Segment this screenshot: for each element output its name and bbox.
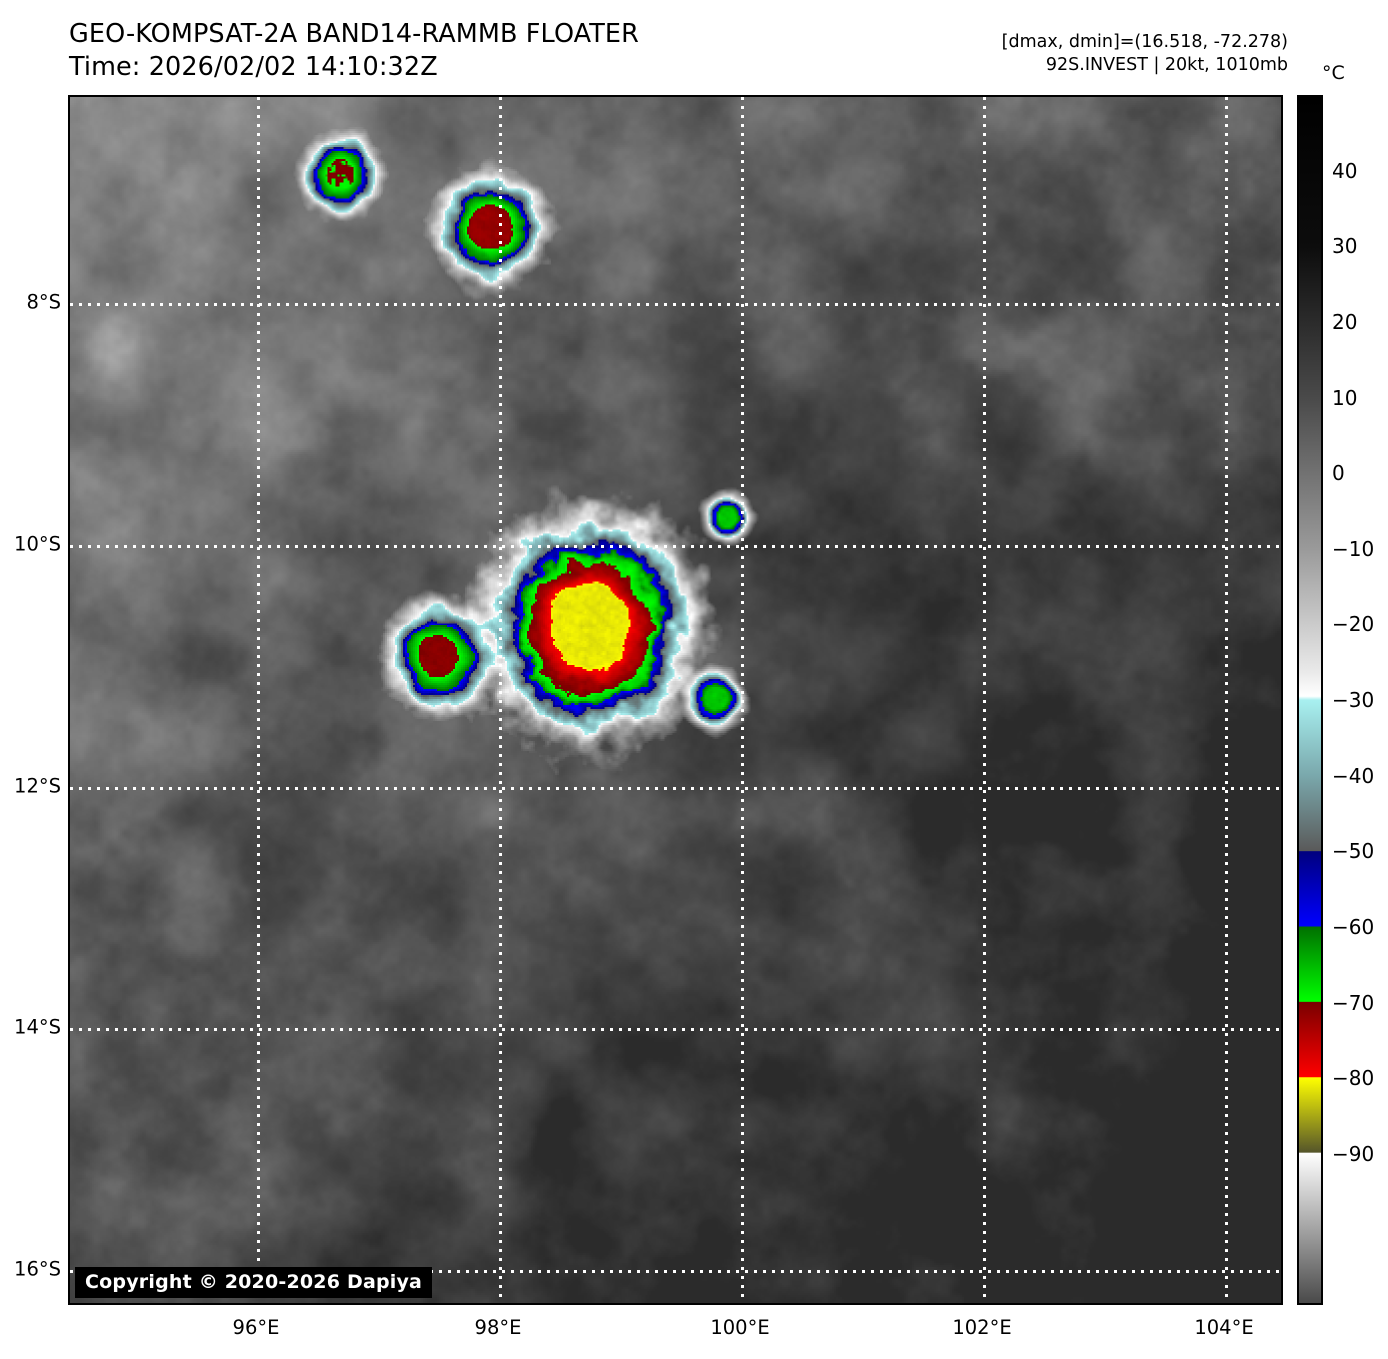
colorbar-tick-10: −60 bbox=[1332, 914, 1375, 939]
colorbar-tick-5: −10 bbox=[1332, 536, 1375, 561]
colorbar-tick-1: 30 bbox=[1332, 234, 1358, 259]
data-minmax-label: [dmax, dmin]=(16.518, -72.278) bbox=[1001, 32, 1288, 52]
copyright-banner: Copyright © 2020-2026 Dapiya bbox=[75, 1267, 433, 1298]
colorbar-unit-label: °C bbox=[1322, 62, 1345, 84]
lon-tick-1: 98°E bbox=[474, 1316, 522, 1339]
lon-tick-4: 104°E bbox=[1194, 1316, 1254, 1339]
colorbar-gradient bbox=[1299, 97, 1321, 1303]
colorbar-tick-8: −40 bbox=[1332, 763, 1375, 788]
lat-tick-0: 8°S bbox=[26, 290, 61, 314]
colorbar-tick-12: −80 bbox=[1332, 1066, 1375, 1091]
colorbar-tick-11: −70 bbox=[1332, 990, 1375, 1015]
colorbar-tick-7: −30 bbox=[1332, 688, 1375, 712]
colorbar-tick-13: −90 bbox=[1332, 1141, 1375, 1166]
metadata-block: [dmax, dmin]=(16.518, -72.278) 92S.INVES… bbox=[1002, 31, 1288, 77]
lat-tick-1: 10°S bbox=[14, 532, 61, 556]
lat-tick-4: 16°S bbox=[14, 1257, 61, 1281]
lat-tick-2: 12°S bbox=[14, 774, 61, 798]
page-title: GEO-KOMPSAT-2A BAND14-RAMMB FLOATER Time… bbox=[69, 18, 639, 84]
colorbar-tick-0: 40 bbox=[1332, 158, 1358, 183]
colorbar-tick-3: 10 bbox=[1332, 385, 1358, 410]
satellite-imagery bbox=[70, 97, 1281, 1303]
temperature-colorbar[interactable] bbox=[1297, 95, 1323, 1305]
storm-info-label: 92S.INVEST | 20kt, 1010mb bbox=[1045, 54, 1288, 75]
lat-tick-3: 14°S bbox=[14, 1015, 61, 1039]
timestamp: Time: 2026/02/02 14:10:32Z bbox=[69, 52, 438, 83]
lon-tick-0: 96°E bbox=[232, 1316, 280, 1339]
lon-tick-2: 100°E bbox=[710, 1316, 770, 1339]
satellite-image-plot[interactable]: Copyright © 2020-2026 Dapiya bbox=[68, 95, 1283, 1305]
colorbar-tick-2: 20 bbox=[1332, 309, 1358, 334]
colorbar-tick-4: 0 bbox=[1332, 461, 1345, 486]
colorbar-tick-6: −20 bbox=[1332, 612, 1375, 637]
lon-tick-3: 102°E bbox=[952, 1316, 1012, 1339]
colorbar-tick-9: −50 bbox=[1332, 839, 1375, 864]
product-title: GEO-KOMPSAT-2A BAND14-RAMMB FLOATER bbox=[69, 19, 639, 49]
